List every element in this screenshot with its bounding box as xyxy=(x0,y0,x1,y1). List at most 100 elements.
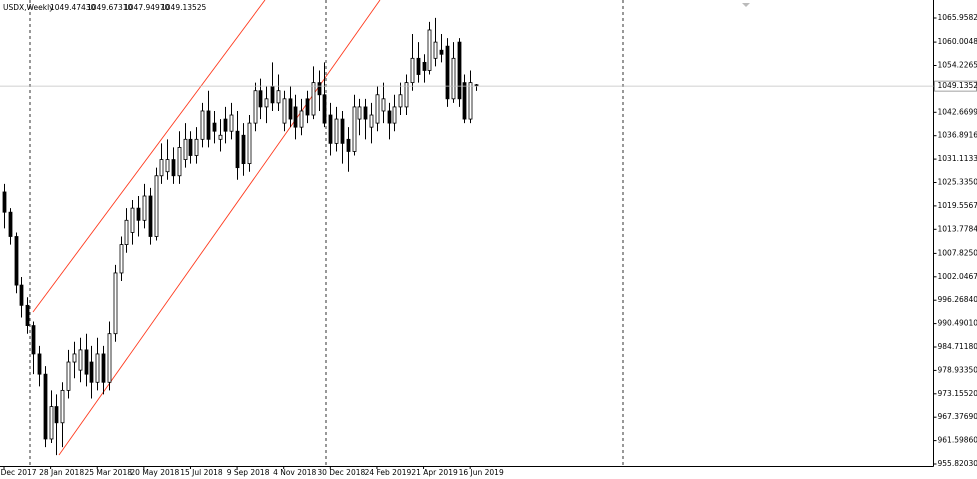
candle-body xyxy=(235,130,240,169)
y-tick-label: 990.49010 xyxy=(938,319,977,328)
y-tick-label: 1036.89160 xyxy=(938,131,977,140)
candle-body xyxy=(84,349,89,375)
candle-body xyxy=(276,90,281,104)
y-tick-label: 1013.77840 xyxy=(938,224,977,233)
candle-body xyxy=(398,94,403,108)
candle-body xyxy=(66,361,71,391)
candle-body xyxy=(258,90,263,108)
candle-body xyxy=(154,175,159,237)
candle-body xyxy=(293,106,298,128)
ohlc-label: 1049.67310 xyxy=(87,3,133,12)
x-tick-label: 25 Mar 2018 xyxy=(84,468,132,477)
candle-body xyxy=(253,90,258,124)
candle-body xyxy=(148,195,153,237)
candle-body xyxy=(410,57,415,84)
y-tick-label: 1054.22650 xyxy=(938,61,977,70)
candle-body xyxy=(43,373,48,440)
candle-body xyxy=(340,118,345,144)
candle-body xyxy=(142,195,147,221)
x-tick-label: 4 Nov 2018 xyxy=(273,468,316,477)
candle-body xyxy=(328,114,333,144)
x-tick-label: 20 May 2018 xyxy=(130,468,179,477)
candle-body xyxy=(317,82,322,96)
candle-body xyxy=(171,159,176,177)
y-tick-label: 1031.11330 xyxy=(938,154,977,163)
x-tick-label: 28 Jan 2018 xyxy=(39,468,84,477)
candle-body xyxy=(119,244,124,274)
candle-body xyxy=(375,94,380,124)
candle-body xyxy=(49,406,54,440)
candle-body xyxy=(282,98,287,124)
chart-title: USDX,Weekly xyxy=(3,3,54,12)
candle-body xyxy=(229,114,234,132)
y-tick-label: 967.37690 xyxy=(938,412,977,421)
candle-body xyxy=(212,122,217,132)
candle-body xyxy=(305,98,310,116)
candle-body xyxy=(60,389,65,424)
candle-body xyxy=(165,159,170,173)
candle-body xyxy=(264,98,269,108)
shift-marker xyxy=(742,3,750,7)
candle-body xyxy=(107,333,112,383)
y-tick-label: 978.93350 xyxy=(938,365,977,374)
x-tick-label: 30 Dec 2018 xyxy=(317,468,365,477)
channel-line xyxy=(58,0,381,456)
candle-body xyxy=(241,134,246,165)
y-tick-label: 1060.00480 xyxy=(938,37,977,46)
candle-body xyxy=(8,211,13,237)
y-tick-label: 955.82030 xyxy=(938,459,977,468)
candle-body xyxy=(183,138,188,160)
candle-body xyxy=(381,98,386,112)
candle-body xyxy=(468,82,473,120)
candle-body xyxy=(387,110,392,124)
current-price-label: 1049.13525 xyxy=(938,81,977,90)
candle-body xyxy=(422,61,427,71)
candle-body xyxy=(445,45,450,100)
y-tick-label: 996.26840 xyxy=(938,295,977,304)
candle-body xyxy=(188,138,193,156)
x-tick-label: 9 Sep 2018 xyxy=(227,468,270,477)
candle-body xyxy=(130,207,135,233)
candle-body xyxy=(19,284,24,306)
candle-body xyxy=(363,106,368,120)
candle-body xyxy=(369,114,374,128)
candle-body xyxy=(439,49,444,55)
candle-body xyxy=(457,41,462,100)
y-tick-label: 1002.04670 xyxy=(938,272,977,281)
candle-body xyxy=(25,304,30,326)
candle-body xyxy=(136,207,141,221)
x-tick-label: 16 Jun 2019 xyxy=(459,468,504,477)
candle-body xyxy=(404,82,409,108)
candle-body xyxy=(95,353,100,383)
candle-body xyxy=(416,57,421,75)
candle-body xyxy=(218,134,223,140)
candle-body xyxy=(433,41,438,59)
candle-body xyxy=(346,138,351,152)
y-tick-label: 973.15520 xyxy=(938,389,977,398)
ohlc-label: 1049.13525 xyxy=(161,3,207,12)
candle-body xyxy=(462,82,467,120)
candle-body xyxy=(206,110,211,140)
y-tick-label: 1007.82500 xyxy=(938,248,977,257)
candle-body xyxy=(334,118,339,144)
y-tick-label: 961.59860 xyxy=(938,436,977,445)
candle-body xyxy=(194,138,199,156)
candle-body xyxy=(31,325,36,355)
candle-body xyxy=(113,272,118,335)
candle-body xyxy=(78,349,83,371)
candle-body xyxy=(352,106,357,152)
candle-body xyxy=(101,353,106,383)
candle-body xyxy=(72,353,77,363)
x-tick-label: 21 Apr 2019 xyxy=(411,468,458,477)
y-tick-label: 1025.33500 xyxy=(938,178,977,187)
y-tick-label: 984.71180 xyxy=(938,342,977,351)
candle-body xyxy=(177,147,182,177)
candle-body xyxy=(392,106,397,124)
x-tick-label: 24 Feb 2019 xyxy=(365,468,412,477)
candle-body xyxy=(357,106,362,120)
candle-body xyxy=(159,159,164,177)
candle-body xyxy=(270,86,275,104)
candle-body xyxy=(223,118,228,132)
